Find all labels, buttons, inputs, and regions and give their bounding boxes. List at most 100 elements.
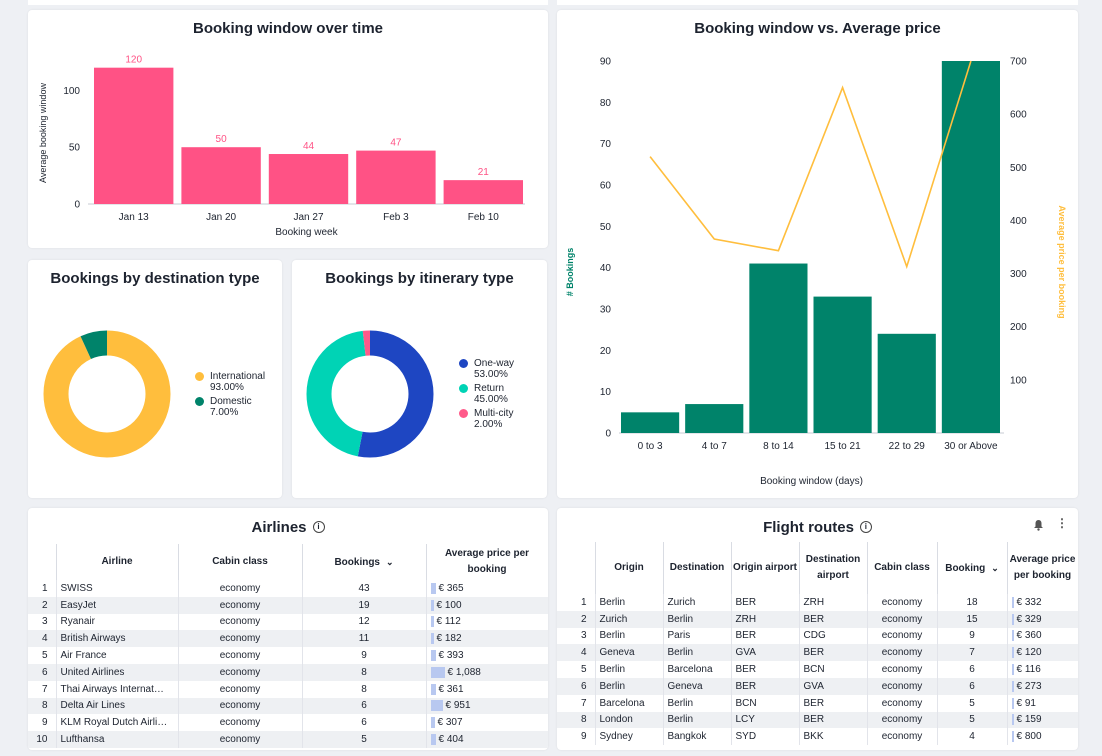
origin-airport-cell: GVA (731, 644, 800, 662)
table-row[interactable]: 1 Berlin Zurich BER ZRH economy 18 € 332 (557, 594, 1078, 611)
table-row[interactable]: 10 Lufthansa economy 5 € 404 (28, 731, 548, 748)
price-cell: € 100 (426, 596, 548, 614)
cabin-class-cell: economy (867, 677, 938, 695)
bar (813, 296, 872, 433)
legend-swatch (459, 359, 468, 368)
bookings-cell: 12 (302, 613, 427, 631)
airline-cell: British Airways (56, 630, 179, 648)
row-index: 3 (557, 627, 596, 645)
destination-cell: Berlin (663, 694, 732, 712)
price-bar (430, 666, 445, 678)
destination-type-legend: International 93.00% Domestic 7.00% (195, 371, 265, 421)
legend-item[interactable]: Domestic 7.00% (195, 396, 265, 418)
table-row[interactable]: 3 Berlin Paris BER CDG economy 9 € 360 (557, 627, 1078, 645)
table-row[interactable]: 8 London Berlin LCY BER economy 5 € 159 (557, 711, 1078, 729)
bookings-cell: 8 (302, 680, 427, 698)
y2-axis-title: Average price per booking (1057, 205, 1067, 318)
bar (356, 150, 436, 204)
table-row[interactable]: 1 SWISS economy 43 € 365 (28, 580, 548, 597)
cabin-class-cell: economy (178, 663, 303, 681)
price-bar (1011, 647, 1014, 659)
y-axis-title: # Bookings (565, 248, 575, 297)
legend-item[interactable]: One-way 53.00% (459, 358, 514, 380)
x-tick-label: Jan 27 (293, 212, 323, 223)
table-row[interactable]: 5 Berlin Barcelona BER BCN economy 6 € 116 (557, 661, 1078, 678)
column-header-origin-airport[interactable]: Origin airport (731, 542, 800, 594)
bar (941, 61, 1000, 433)
card-title: Airlines i (28, 519, 548, 536)
cabin-class-cell: economy (178, 680, 303, 698)
table-row[interactable]: 6 United Airlines economy 8 € 1,088 (28, 663, 548, 681)
price-value: € 182 (436, 633, 462, 645)
table-row[interactable]: 7 Barcelona Berlin BCN BER economy 5 € 91 (557, 694, 1078, 712)
table-row[interactable]: 9 KLM Royal Dutch Airli… economy 6 € 307 (28, 714, 548, 732)
cabin-class-cell: economy (178, 613, 303, 631)
airline-cell: KLM Royal Dutch Airli… (56, 714, 179, 732)
airline-cell: Delta Air Lines (56, 697, 179, 715)
x-tick-label: 30 or Above (944, 441, 998, 452)
column-header-booking[interactable]: Booking ⌄ (937, 542, 1008, 594)
column-header-destination[interactable]: Destination (663, 542, 732, 594)
column-header-destination-airport[interactable]: Destination airport (799, 542, 868, 594)
itinerary-type-card: Bookings by itinerary type One-way 53.00%… (292, 260, 547, 498)
row-index: 2 (557, 610, 596, 628)
row-index: 4 (557, 644, 596, 662)
table-row[interactable]: 6 Berlin Geneva BER GVA economy 6 € 273 (557, 677, 1078, 695)
table-row[interactable]: 2 Zurich Berlin ZRH BER economy 15 € 329 (557, 610, 1078, 628)
info-icon[interactable]: i (312, 521, 325, 534)
column-header-average-price[interactable]: Average price per booking (426, 544, 548, 580)
destination-airport-cell: BER (799, 610, 868, 628)
column-header-bookings[interactable]: Bookings ⌄ (302, 544, 427, 580)
chevron-down-icon[interactable]: ⌄ (991, 562, 999, 573)
row-index: 10 (28, 731, 57, 748)
booking-window-bar-chart: 0 50 100 120 Jan 13 50 Jan 20 44 Jan 27 47 Feb 3 21… (38, 55, 525, 238)
table-row[interactable]: 7 Thai Airways Internat… economy 8 € 361 (28, 680, 548, 698)
column-header-origin[interactable]: Origin (595, 542, 664, 594)
price-cell: € 365 (426, 580, 548, 597)
table-row[interactable]: 9 Sydney Bangkok SYD BKK economy 4 € 800 (557, 728, 1078, 746)
x-tick-label: Jan 13 (119, 212, 149, 223)
cabin-class-cell: economy (178, 697, 303, 715)
legend-swatch (195, 397, 204, 406)
bell-icon[interactable] (1033, 518, 1044, 536)
bar-data-label: 120 (125, 55, 142, 66)
column-header-airline[interactable]: Airline (56, 544, 179, 580)
info-icon[interactable]: i (859, 521, 872, 534)
table-row[interactable]: 3 Ryanair economy 12 € 112 (28, 613, 548, 631)
price-value: € 100 (436, 599, 462, 611)
column-header-cabin-class[interactable]: Cabin class (867, 542, 938, 594)
legend-percent: 93.00% (210, 382, 244, 393)
legend-item[interactable]: International 93.00% (195, 371, 265, 393)
price-bar (1011, 697, 1014, 709)
price-value: € 951 (445, 700, 471, 712)
cabin-class-cell: economy (867, 694, 938, 712)
table-row[interactable]: 2 EasyJet economy 19 € 100 (28, 596, 548, 614)
chevron-down-icon[interactable]: ⌄ (386, 556, 394, 567)
y2-tick-label: 100 (1010, 375, 1027, 386)
legend-item[interactable]: Return 45.00% (459, 383, 514, 405)
legend-percent: 2.00% (474, 419, 503, 430)
destination-cell: Bangkok (663, 728, 732, 746)
column-header-cabin-class[interactable]: Cabin class (178, 544, 303, 580)
legend-label: One-way (474, 358, 515, 369)
price-cell: € 182 (426, 630, 548, 648)
price-cell: € 951 (426, 697, 548, 715)
legend-item[interactable]: Multi-city 2.00% (459, 408, 514, 430)
table-row[interactable]: 4 Geneva Berlin GVA BER economy 7 € 120 (557, 644, 1078, 662)
price-cell: € 159 (1007, 711, 1078, 729)
legend-label: Return (474, 383, 505, 394)
table-row[interactable]: 4 British Airways economy 11 € 182 (28, 630, 548, 648)
price-value: € 159 (1016, 714, 1042, 726)
y-tick-label: 0 (74, 200, 80, 211)
table-row[interactable]: 5 Air France economy 9 € 393 (28, 647, 548, 664)
table-row[interactable]: 8 Delta Air Lines economy 6 € 951 (28, 697, 548, 715)
origin-airport-cell: ZRH (731, 610, 800, 628)
origin-airport-cell: BER (731, 661, 800, 678)
column-header-average-price[interactable]: Average price per booking (1007, 542, 1078, 594)
more-options-icon[interactable]: ⋮ (1056, 516, 1068, 530)
price-value: € 307 (437, 717, 463, 729)
bookings-cell: 19 (302, 596, 427, 614)
price-bar (1011, 664, 1014, 676)
flight-routes-title: Flight routes (763, 519, 854, 536)
x-tick-label: 22 to 29 (889, 441, 926, 452)
